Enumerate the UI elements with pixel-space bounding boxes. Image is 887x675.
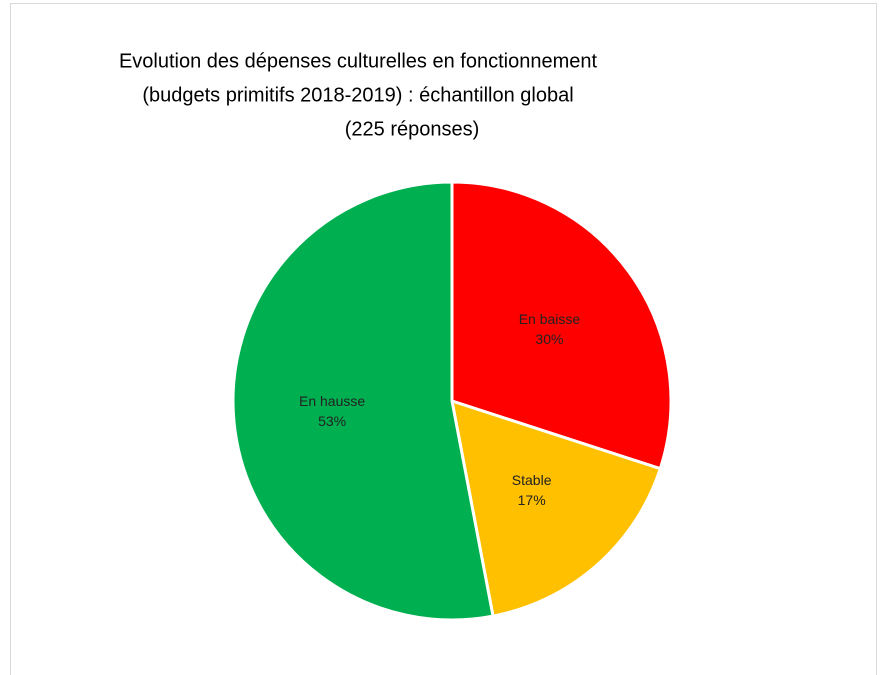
slice-value: 53%	[318, 413, 346, 429]
chart-title: (225 réponses)	[345, 118, 480, 140]
slice-value: 17%	[518, 492, 546, 508]
chart-title: (budgets primitifs 2018-2019) : échantil…	[142, 84, 573, 106]
slice-category: En baisse	[519, 311, 581, 327]
pie-slice	[231, 180, 495, 622]
pie-slice	[450, 399, 662, 618]
chart-title: Evolution des dépenses culturelles en fo…	[119, 50, 598, 72]
slice-category: Stable	[512, 472, 552, 488]
slice-value: 30%	[535, 331, 563, 347]
slice-category: En hausse	[299, 393, 365, 409]
pie-slice	[450, 180, 673, 471]
